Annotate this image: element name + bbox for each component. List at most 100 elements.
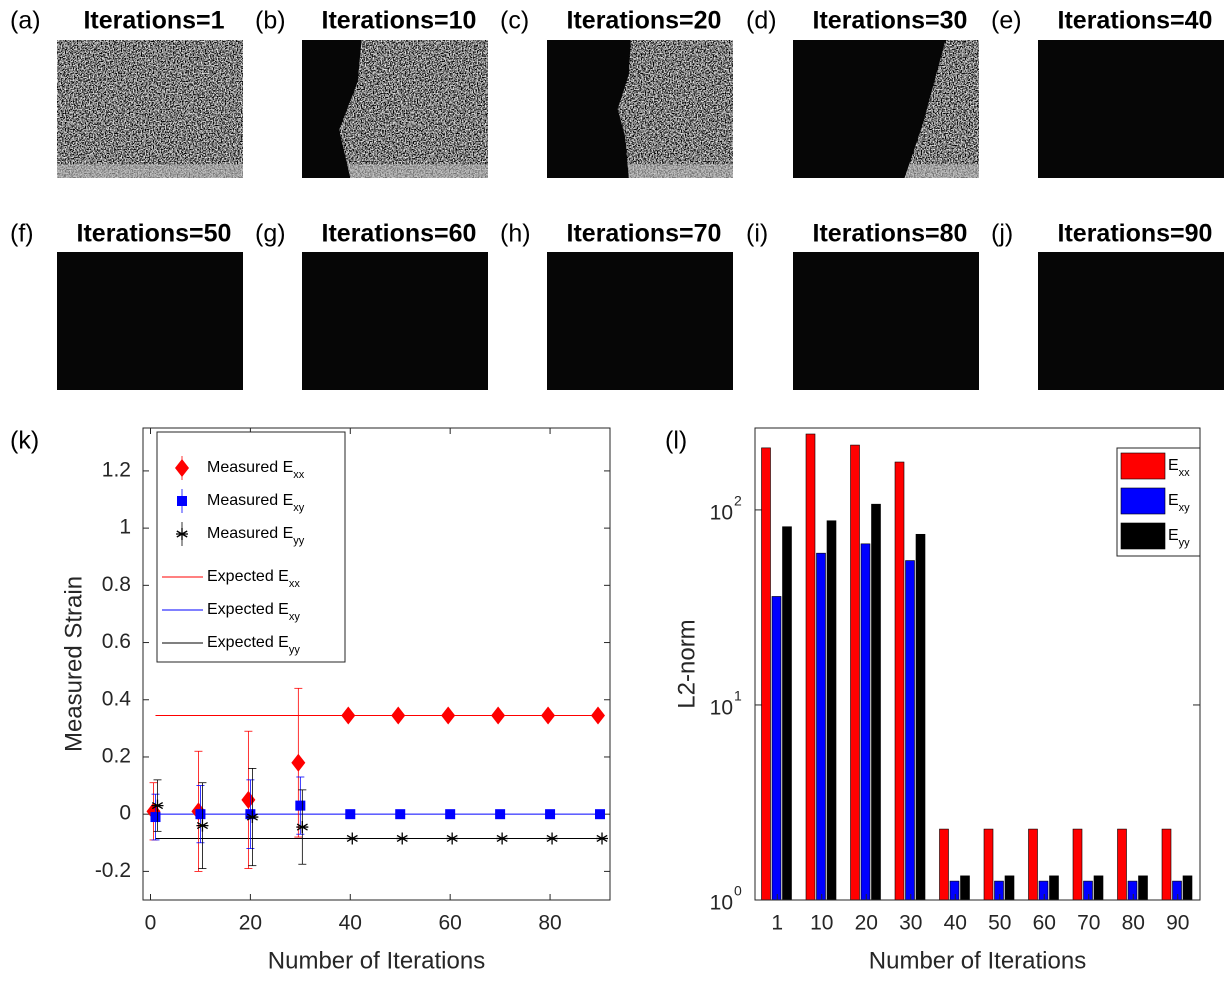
bar bbox=[1072, 828, 1083, 900]
legend-subscript: yy bbox=[1179, 537, 1191, 549]
bar bbox=[860, 543, 871, 900]
legend-subscript: xx bbox=[289, 578, 301, 590]
marker bbox=[295, 800, 306, 811]
speckle bbox=[57, 40, 243, 178]
bar bbox=[761, 447, 771, 900]
panel-image bbox=[57, 252, 243, 390]
legend-swatch bbox=[1120, 522, 1166, 550]
y-tick-label: 1.2 bbox=[102, 458, 131, 481]
legend-swatch bbox=[1120, 452, 1166, 480]
marker bbox=[241, 790, 256, 809]
legend-label: Expected E bbox=[207, 634, 289, 651]
bar bbox=[1172, 880, 1182, 900]
image-background bbox=[547, 252, 733, 390]
bar bbox=[1083, 880, 1093, 900]
panel-label: (f) bbox=[10, 220, 34, 248]
legend-swatch bbox=[1120, 487, 1166, 515]
bar bbox=[1138, 875, 1148, 900]
y-tick-label: 0.4 bbox=[102, 687, 132, 710]
panel-title: Iterations=70 bbox=[567, 220, 722, 248]
x-tick-label: 60 bbox=[438, 912, 461, 935]
panel-label: (c) bbox=[500, 7, 529, 35]
legend-label: Measured E bbox=[207, 525, 293, 542]
marker bbox=[196, 819, 209, 832]
legend-subscript: xy bbox=[293, 502, 305, 514]
panel-label: (j) bbox=[991, 220, 1013, 248]
bright-edge bbox=[904, 164, 979, 178]
panel-image bbox=[302, 40, 488, 178]
marker bbox=[395, 809, 406, 820]
panel-image bbox=[302, 252, 488, 390]
marker bbox=[541, 706, 556, 725]
panel-label: (g) bbox=[255, 220, 286, 248]
image-background bbox=[1038, 40, 1224, 178]
x-tick-label: 40 bbox=[944, 912, 967, 935]
marker bbox=[491, 706, 506, 725]
image-background bbox=[57, 252, 243, 390]
bar bbox=[782, 526, 792, 900]
marker bbox=[445, 809, 456, 820]
marker bbox=[176, 528, 188, 540]
panel-label: (h) bbox=[500, 220, 531, 248]
marker bbox=[396, 832, 409, 845]
panel-title: Iterations=50 bbox=[77, 220, 232, 248]
x-tick-label: 50 bbox=[988, 912, 1011, 935]
bar bbox=[850, 444, 860, 900]
image-background bbox=[302, 252, 488, 390]
bar bbox=[816, 552, 826, 900]
speckle bbox=[617, 40, 733, 178]
legend-subscript: xy bbox=[289, 611, 301, 623]
bar bbox=[805, 433, 816, 900]
legend-label: E bbox=[1168, 492, 1179, 509]
marker bbox=[596, 832, 609, 845]
legend-subscript: yy bbox=[289, 644, 301, 656]
marker bbox=[545, 809, 556, 820]
panel-title: Iterations=1 bbox=[83, 7, 224, 35]
bright-edge bbox=[57, 164, 243, 178]
bright-edge bbox=[617, 164, 733, 178]
x-tick-label: 10 bbox=[810, 912, 833, 935]
y-tick-label: 10 bbox=[710, 501, 733, 524]
marker bbox=[195, 809, 206, 820]
y-tick-label: -0.2 bbox=[95, 859, 131, 882]
x-axis-label: Number of Iterations bbox=[869, 947, 1086, 974]
bright-edge bbox=[339, 164, 488, 178]
panel-label: (k) bbox=[10, 427, 39, 455]
x-axis-label: Number of Iterations bbox=[268, 947, 485, 974]
bar bbox=[771, 596, 782, 900]
bar bbox=[949, 880, 960, 900]
panel-title: Iterations=20 bbox=[567, 7, 722, 35]
bars bbox=[761, 433, 1193, 900]
bar bbox=[1049, 875, 1059, 900]
panel-title: Iterations=90 bbox=[1058, 220, 1213, 248]
panel-label: (a) bbox=[10, 7, 41, 35]
panel-image bbox=[793, 40, 979, 178]
y-tick-label: 10 bbox=[710, 892, 733, 915]
y-tick-exponent: 1 bbox=[734, 688, 742, 704]
legend-label: Expected E bbox=[207, 601, 289, 618]
bar bbox=[1182, 875, 1193, 900]
x-tick-label: 20 bbox=[239, 912, 262, 935]
bar bbox=[939, 828, 949, 900]
panel-label: (d) bbox=[746, 7, 777, 35]
panel-title: Iterations=30 bbox=[813, 7, 968, 35]
y-axis-label: L2-norm bbox=[673, 619, 700, 708]
marker bbox=[546, 832, 559, 845]
x-tick-label: 70 bbox=[1077, 912, 1100, 935]
plot-frame bbox=[754, 427, 1201, 901]
marker bbox=[177, 496, 187, 506]
panel-title: Iterations=60 bbox=[322, 220, 477, 248]
legend-label: E bbox=[1168, 457, 1179, 474]
panel-image bbox=[57, 40, 243, 178]
x-tick-label: 40 bbox=[339, 912, 362, 935]
bar bbox=[905, 560, 915, 900]
y-tick-exponent: 0 bbox=[734, 883, 742, 899]
panel-label: (b) bbox=[255, 7, 286, 35]
speckle bbox=[339, 40, 488, 178]
marker bbox=[175, 459, 189, 477]
x-tick-label: 90 bbox=[1166, 912, 1189, 935]
bar bbox=[1004, 875, 1015, 900]
marker bbox=[246, 811, 259, 824]
bar bbox=[894, 461, 905, 900]
